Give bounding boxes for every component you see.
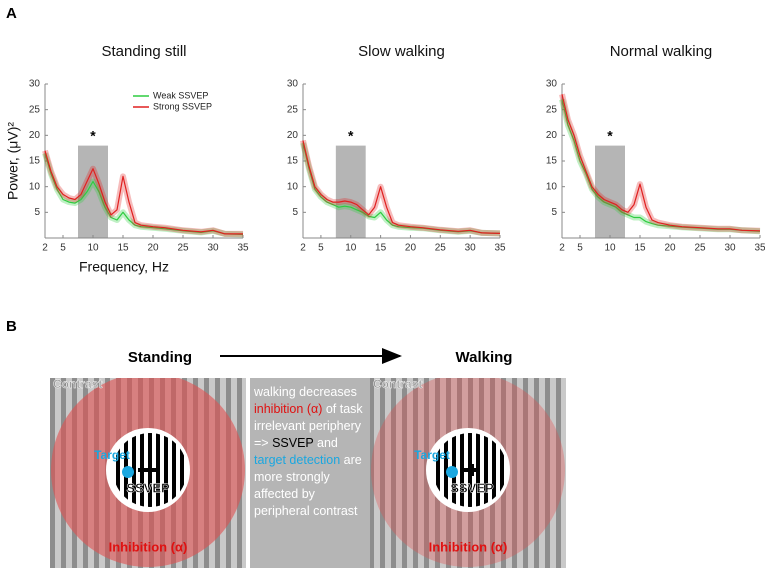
target-label: Target [414, 448, 450, 462]
legend-label: Weak SSVEP [153, 90, 208, 100]
x-tick-label: 25 [435, 243, 447, 254]
highlight-region [78, 145, 108, 238]
highlight-text: target detection [254, 453, 341, 467]
x-tick-label: 2 [300, 243, 306, 254]
x-tick-label: 10 [87, 243, 99, 254]
y-tick-label: 10 [29, 181, 41, 192]
ssvep-label: SSVEP [450, 480, 494, 495]
target-dot [446, 466, 458, 478]
contrast-label: Contrast [53, 377, 102, 391]
contrast-label: Contrast [373, 377, 422, 391]
x-tick-label: 5 [318, 243, 324, 254]
text: of task irrelevant periphery => [254, 402, 363, 450]
x-tick-label: 20 [664, 243, 676, 254]
inhibition-label: Inhibition (α) [429, 539, 508, 554]
significance-marker: * [607, 127, 613, 143]
inhibition-label: Inhibition (α) [109, 539, 188, 554]
fixation [138, 464, 156, 476]
x-tick-label: 20 [147, 243, 159, 254]
x-tick-label: 35 [754, 243, 765, 254]
series-line [44, 150, 243, 235]
labels-walking: Contrast Target SSVEP Inhibition (α) [373, 377, 508, 554]
x-tick-label: 35 [494, 243, 506, 254]
target-dot [122, 466, 134, 478]
x-tick-label: 10 [604, 243, 616, 254]
series-line [561, 99, 761, 232]
highlight-region [335, 145, 366, 238]
condition-title: Walking [456, 349, 513, 366]
y-tick-label: 5 [292, 207, 298, 218]
x-tick-label: 15 [117, 243, 129, 254]
x-tick-label: 2 [559, 243, 565, 254]
y-tick-label: 15 [29, 156, 41, 167]
y-tick-label: 5 [551, 207, 557, 218]
target-label: Target [94, 448, 130, 462]
panel-label: B [6, 318, 17, 335]
text: are more strongly affected by peripheral… [254, 453, 362, 518]
x-tick-label: 15 [634, 243, 646, 254]
y-tick-label: 10 [287, 181, 299, 192]
chart-title: Normal walking [610, 43, 713, 60]
y-tick-label: 30 [546, 79, 558, 90]
x-tick-label: 5 [60, 243, 66, 254]
series-band [300, 142, 501, 237]
x-tick-label: 2 [42, 243, 48, 254]
chart-title: Standing still [101, 43, 186, 60]
x-tick-label: 25 [177, 243, 189, 254]
x-axis-label: Frequency, Hz [79, 259, 169, 275]
condition-title: Standing [128, 349, 192, 366]
x-tick-label: 10 [345, 243, 357, 254]
y-tick-label: 10 [546, 181, 558, 192]
series-band [559, 98, 761, 235]
series-band [42, 152, 244, 238]
series-line [561, 94, 761, 232]
x-tick-label: 20 [405, 243, 417, 254]
series-band [559, 93, 761, 234]
y-tick-label: 5 [34, 207, 40, 218]
y-tick-label: 15 [287, 156, 299, 167]
explanation: walking decreases inhibition (α) of task… [254, 384, 368, 520]
explanation-box [250, 378, 370, 568]
x-tick-label: 30 [207, 243, 219, 254]
fixation [460, 464, 478, 476]
text: walking decreases [254, 385, 357, 399]
highlight-text: SSVEP [272, 436, 314, 450]
series-line [302, 142, 501, 234]
x-tick-label: 30 [465, 243, 477, 254]
x-tick-label: 15 [375, 243, 387, 254]
y-tick-label: 15 [546, 156, 558, 167]
series-band [300, 139, 501, 237]
chart-title: Slow walking [358, 43, 445, 60]
panel-label: A [6, 5, 17, 22]
x-tick-label: 30 [724, 243, 736, 254]
significance-marker: * [348, 127, 354, 143]
series-line [44, 153, 244, 235]
legend-label: Strong SSVEP [153, 101, 212, 111]
y-tick-label: 25 [29, 104, 41, 115]
ssvep-label: SSVEP [126, 480, 170, 495]
series-band [42, 149, 243, 237]
y-axis-label: Power, (μV)² [5, 122, 21, 200]
y-tick-label: 20 [287, 130, 299, 141]
y-tick-label: 30 [29, 79, 41, 90]
x-tick-label: 35 [237, 243, 249, 254]
labels-standing: Contrast Target SSVEP Inhibition (α) [53, 377, 188, 554]
series-line [302, 140, 501, 234]
highlight-region [595, 145, 625, 238]
y-tick-label: 25 [546, 104, 558, 115]
y-tick-label: 20 [29, 130, 41, 141]
x-tick-label: 5 [577, 243, 583, 254]
y-tick-label: 25 [287, 104, 299, 115]
text: and [313, 436, 338, 450]
x-tick-label: 25 [694, 243, 706, 254]
highlight-text: inhibition (α) [254, 402, 323, 416]
significance-marker: * [90, 127, 96, 143]
y-tick-label: 20 [546, 130, 558, 141]
y-tick-label: 30 [287, 79, 299, 90]
